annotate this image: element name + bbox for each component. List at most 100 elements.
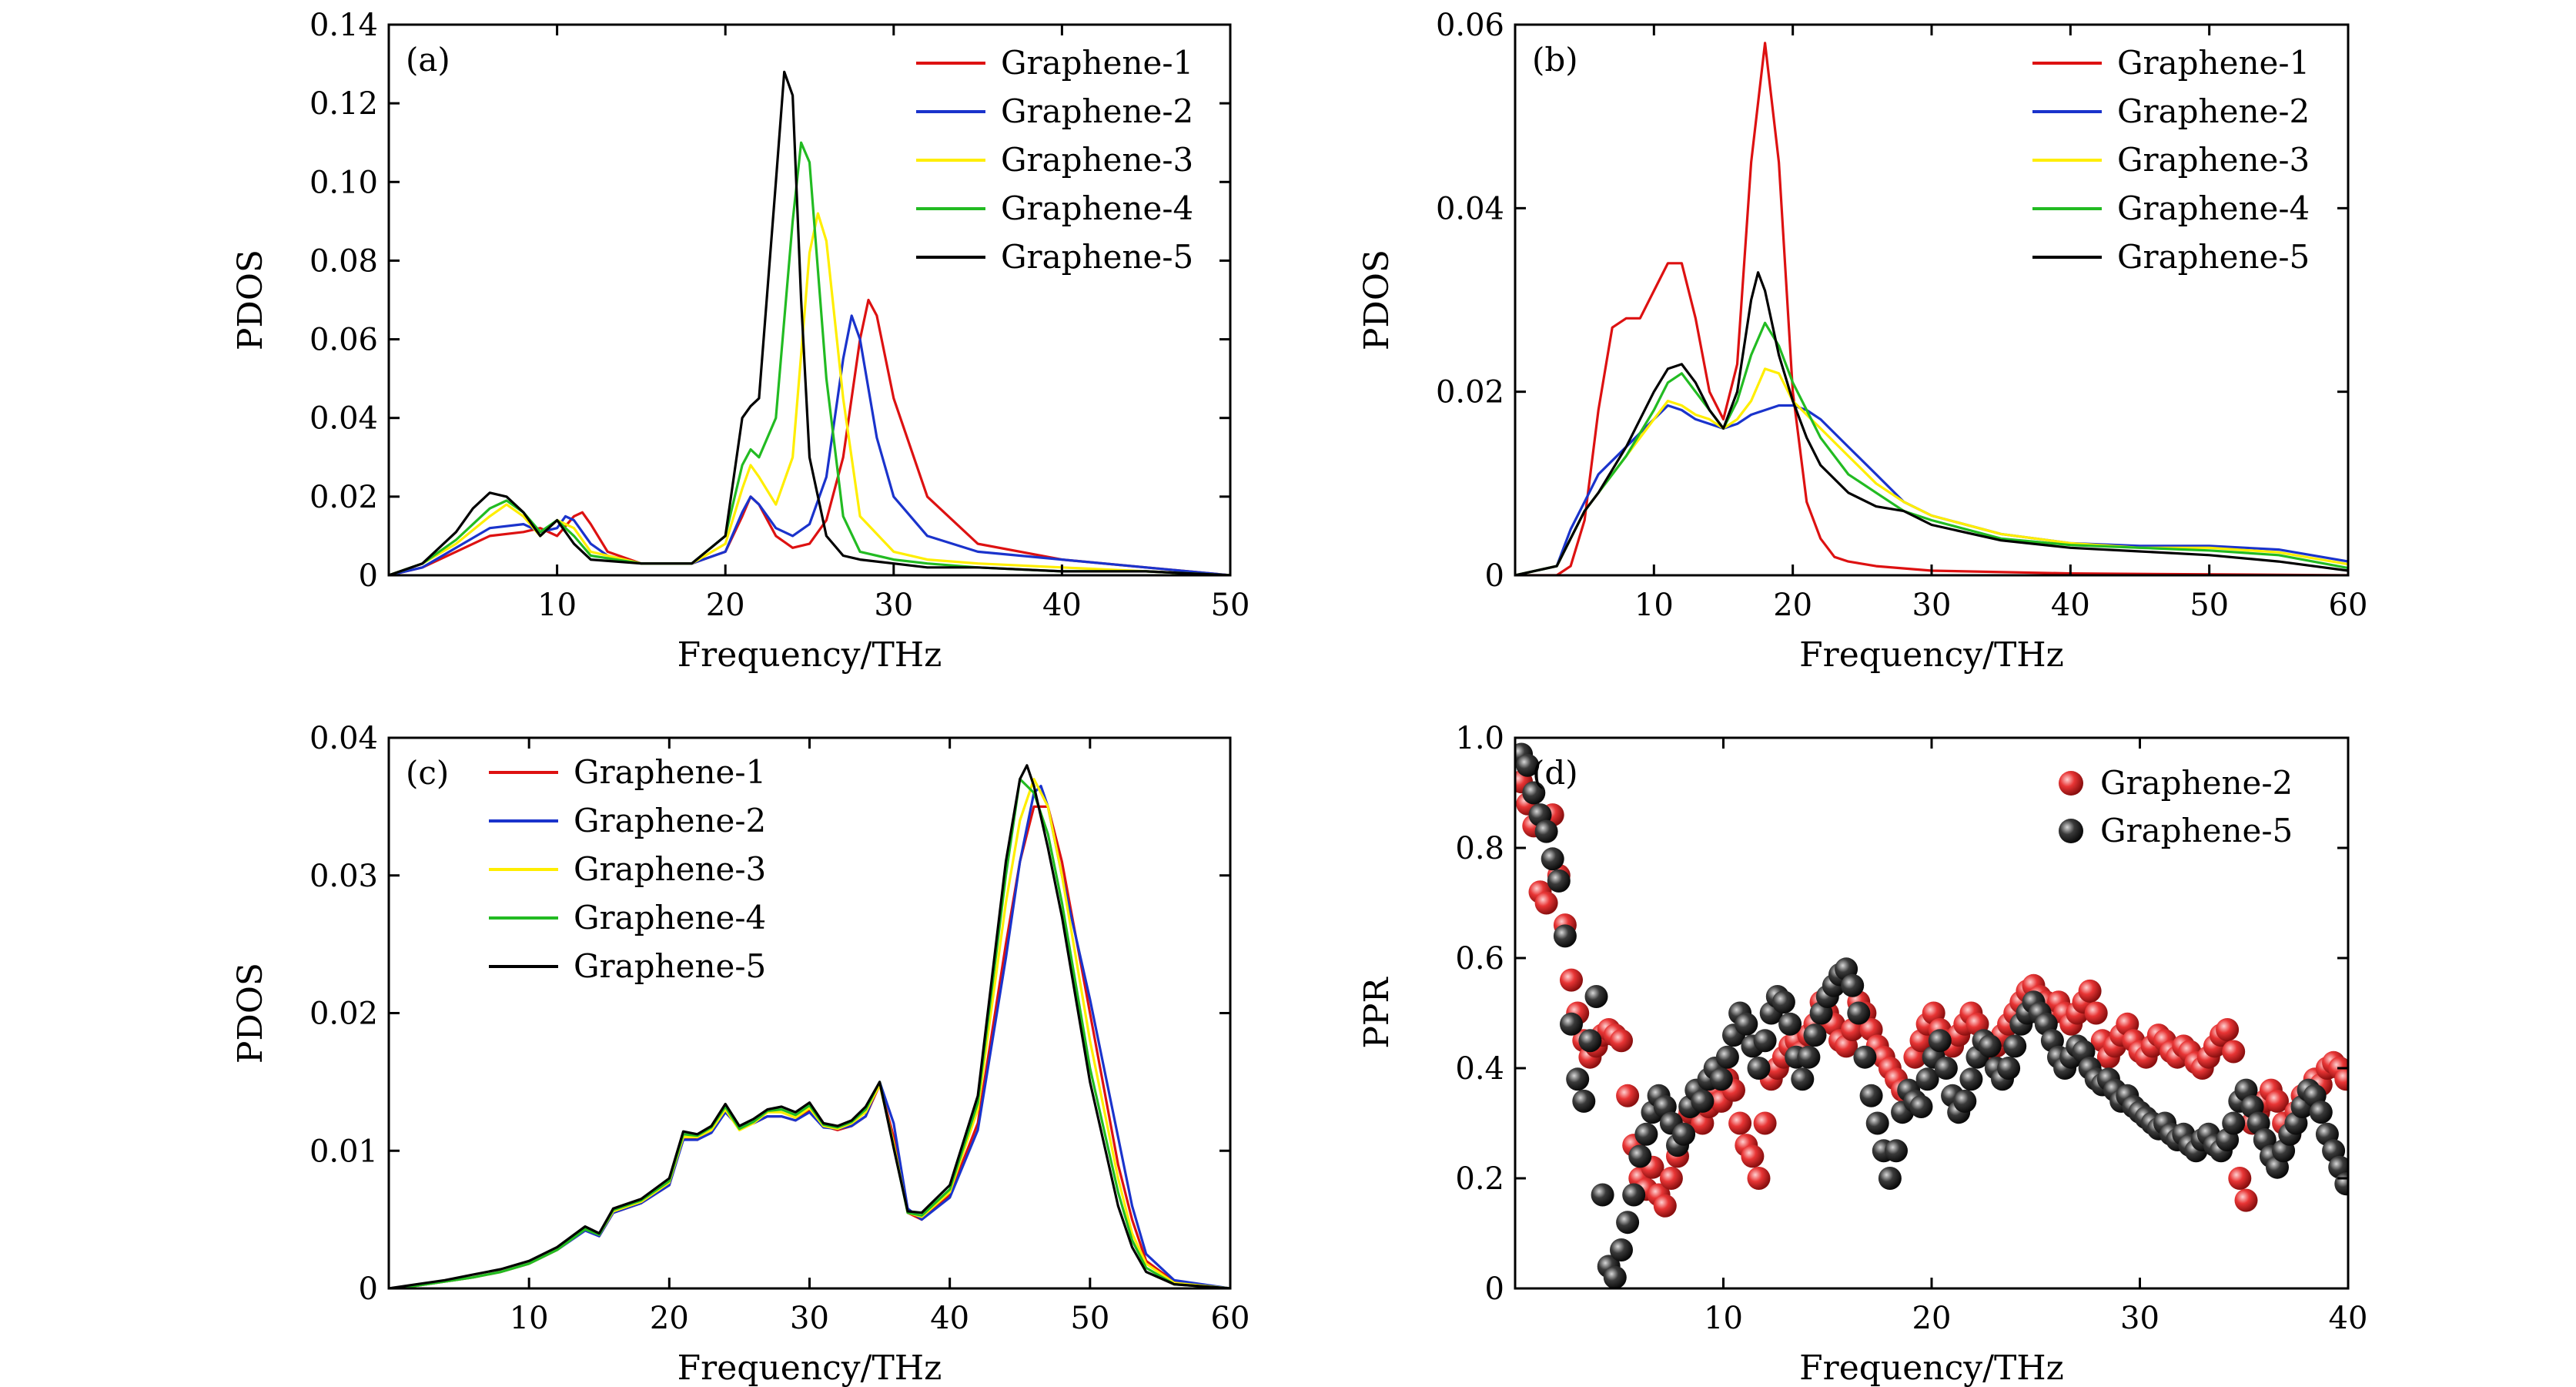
x-tick-label: 20 bbox=[1773, 588, 1812, 623]
y-tick-label: 0.04 bbox=[309, 401, 378, 437]
series-line-graphene-2 bbox=[389, 785, 1230, 1288]
y-tick-label: 0.01 bbox=[309, 1134, 378, 1169]
legend: Graphene-1 Graphene-2 Graphene-3 Graphene-4… bbox=[489, 753, 766, 985]
panels-container: 10 20 30 40 50 0 0.02 0.04 0.06 0.08 0.10 0.12 0.14 F… bbox=[231, 8, 2367, 1387]
scatter-point-graphene-5 bbox=[2222, 1111, 2246, 1135]
scatter-point-graphene-5 bbox=[1878, 1167, 1902, 1190]
scatter-point-graphene-5 bbox=[1778, 1012, 1802, 1036]
scatter-point-graphene-5 bbox=[1853, 1045, 1877, 1069]
scatter-point-graphene-5 bbox=[1572, 1089, 1596, 1113]
y-tick-label: 0.4 bbox=[1455, 1051, 1504, 1087]
panel-2: 10 20 30 40 50 60 0 0.01 0.02 0.03 0.04 Frequency/T… bbox=[231, 721, 1250, 1387]
y-tick-label: 0.08 bbox=[309, 243, 378, 279]
x-tick-label: 30 bbox=[1912, 588, 1952, 623]
x-tick-label: 10 bbox=[1704, 1301, 1743, 1336]
scatter-point-graphene-5 bbox=[1578, 1029, 1602, 1053]
x-tick-label: 60 bbox=[1211, 1301, 1250, 1336]
y-tick-label: 0.6 bbox=[1455, 941, 1504, 977]
legend-marker bbox=[2059, 819, 2083, 843]
panel-label: (b) bbox=[1532, 41, 1578, 79]
legend-entry: Graphene-4 bbox=[574, 899, 766, 936]
legend-entry: Graphene-1 bbox=[2117, 44, 2310, 82]
scatter-point-graphene-5 bbox=[1516, 753, 1540, 777]
x-tick-label: 40 bbox=[930, 1301, 969, 1336]
y-axis-label: PDOS bbox=[231, 250, 270, 350]
scatter-point-graphene-5 bbox=[1553, 924, 1577, 948]
series-line-graphene-5 bbox=[1515, 271, 2348, 575]
series-line-graphene-1 bbox=[389, 805, 1230, 1288]
scatter-point-graphene-5 bbox=[1959, 1067, 1983, 1091]
scatter-point-graphene-5 bbox=[1584, 985, 1608, 1008]
y-axis-label: PDOS bbox=[231, 963, 270, 1064]
scatter-point-graphene-5 bbox=[1547, 869, 1571, 893]
legend-entry: Graphene-3 bbox=[1001, 141, 1193, 179]
legend-entry: Graphene-4 bbox=[1001, 189, 1193, 227]
scatter-point-graphene-5 bbox=[1934, 1057, 1958, 1080]
scatter-point-graphene-2 bbox=[1560, 968, 1583, 992]
y-tick-label: 0.12 bbox=[309, 86, 378, 122]
y-tick-label: 0.02 bbox=[1436, 375, 1504, 410]
legend-entry: Graphene-2 bbox=[574, 802, 766, 839]
y-tick-label: 0 bbox=[1485, 558, 1504, 594]
series-line-graphene-3 bbox=[389, 778, 1230, 1288]
scatter-point-graphene-5 bbox=[1978, 1034, 2002, 1058]
x-tick-label: 20 bbox=[650, 1301, 689, 1336]
scatter-point-graphene-2 bbox=[2266, 1089, 2289, 1113]
series-line-graphene-4 bbox=[1515, 321, 2348, 575]
scatter-point-graphene-5 bbox=[1566, 1067, 1590, 1091]
scatter-point-graphene-5 bbox=[1791, 1067, 1815, 1091]
series-line-graphene-3 bbox=[389, 212, 1230, 575]
y-tick-label: 0.14 bbox=[309, 8, 378, 43]
legend: Graphene-1 Graphene-2 Graphene-3 Graphene-4… bbox=[916, 44, 1193, 276]
plot-area bbox=[389, 764, 1230, 1288]
plot-area bbox=[1515, 742, 2348, 1288]
y-tick-label: 0 bbox=[359, 1271, 378, 1307]
scatter-point-graphene-2 bbox=[2222, 1040, 2246, 1064]
panel-0: 10 20 30 40 50 0 0.02 0.04 0.06 0.08 0.10 0.12 0.14 F… bbox=[231, 8, 1250, 675]
legend-entry: Graphene-4 bbox=[2117, 189, 2310, 227]
x-axis-label: Frequency/THz bbox=[677, 635, 942, 675]
y-axis-label: PPR bbox=[1357, 976, 1397, 1048]
scatter-point-graphene-2 bbox=[1659, 1167, 1683, 1190]
scatter-point-graphene-2 bbox=[2216, 1018, 2240, 1041]
scatter-point-graphene-5 bbox=[1591, 1183, 1614, 1207]
x-tick-label: 30 bbox=[2120, 1301, 2159, 1336]
scatter-point-graphene-5 bbox=[1771, 990, 1795, 1014]
x-tick-label: 40 bbox=[1042, 588, 1082, 623]
scatter-point-graphene-2 bbox=[1616, 1084, 1640, 1107]
y-tick-label: 0 bbox=[359, 558, 378, 594]
scatter-point-graphene-5 bbox=[1865, 1111, 1889, 1135]
x-tick-label: 30 bbox=[790, 1301, 829, 1336]
panel-label: (a) bbox=[406, 41, 450, 79]
scatter-point-graphene-5 bbox=[1522, 781, 1546, 805]
scatter-point-graphene-2 bbox=[2078, 979, 2102, 1003]
legend: Graphene-2 Graphene-5 bbox=[2059, 764, 2293, 849]
y-tick-label: 0.06 bbox=[1436, 8, 1504, 43]
series-line-graphene-5 bbox=[389, 70, 1230, 575]
legend-entry: Graphene-1 bbox=[574, 753, 766, 791]
scatter-point-graphene-5 bbox=[1616, 1211, 1640, 1235]
x-tick-label: 50 bbox=[1211, 588, 1250, 623]
scatter-point-graphene-5 bbox=[1847, 1001, 1871, 1025]
scatter-point-graphene-5 bbox=[1885, 1139, 1908, 1163]
panel-1: 10 20 30 40 50 60 0 0.02 0.04 0.06 Frequency/THz PD… bbox=[1357, 8, 2367, 675]
scatter-point-graphene-5 bbox=[1672, 1122, 1696, 1146]
panel-label: (c) bbox=[406, 754, 449, 792]
legend-entry: Graphene-3 bbox=[574, 850, 766, 888]
legend-entry: Graphene-5 bbox=[2100, 812, 2293, 849]
scatter-point-graphene-5 bbox=[2309, 1101, 2333, 1124]
scatter-point-graphene-5 bbox=[1928, 1029, 1952, 1053]
plot-area bbox=[1515, 42, 2348, 575]
y-tick-label: 0.04 bbox=[309, 721, 378, 756]
y-tick-label: 0.03 bbox=[309, 859, 378, 894]
scatter-point-graphene-5 bbox=[1628, 1144, 1652, 1168]
x-tick-label: 20 bbox=[1912, 1301, 1952, 1336]
y-tick-label: 0.06 bbox=[309, 323, 378, 358]
x-tick-label: 30 bbox=[874, 588, 913, 623]
series-line-graphene-1 bbox=[1515, 42, 2348, 575]
scatter-point-graphene-5 bbox=[1841, 973, 1865, 997]
series-line-graphene-3 bbox=[1515, 367, 2348, 575]
scatter-point-graphene-2 bbox=[1753, 1111, 1777, 1135]
scatter-point-graphene-2 bbox=[1747, 1167, 1771, 1190]
scatter-point-graphene-5 bbox=[1803, 1023, 1827, 1047]
